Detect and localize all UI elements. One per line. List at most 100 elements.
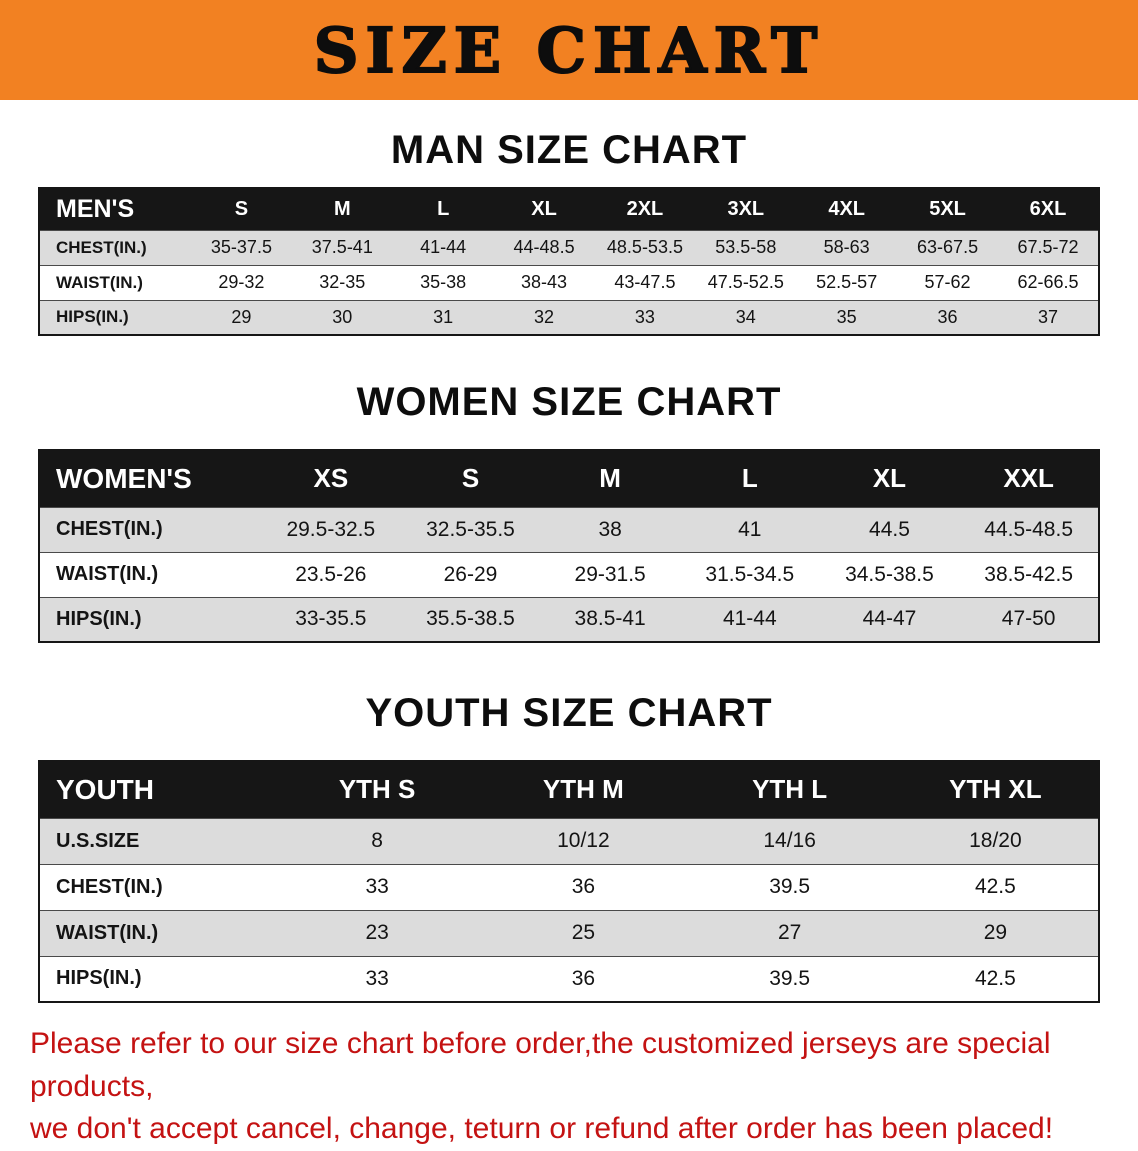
table-row: WAIST(IN.) 29-32 32-35 35-38 38-43 43-47.5 47.…: [39, 264, 1099, 300]
table-cell: 43-47.5: [594, 264, 696, 300]
table-cell: 8: [274, 817, 481, 864]
youth-size-chart-heading: YOUTH SIZE CHART: [365, 691, 773, 735]
table-cell: 36: [897, 299, 998, 335]
table-cell: 31: [392, 299, 494, 335]
table-row: HIPS(IN.) 33-35.5 35.5-38.5 38.5-41 41-44 44-…: [39, 596, 1099, 642]
table-title-cell: MEN'S: [39, 188, 191, 230]
row-label: WAIST(IN.): [39, 909, 274, 956]
table-cell: 23.5-26: [261, 551, 401, 597]
size-column-header: 4XL: [796, 188, 898, 230]
table-cell: 33: [274, 955, 481, 1002]
size-column-header: 6XL: [998, 188, 1099, 230]
table-cell: 52.5-57: [796, 264, 898, 300]
table-cell: 41-44: [679, 596, 820, 642]
row-label: WAIST(IN.): [39, 264, 191, 300]
table-cell: 47.5-52.5: [695, 264, 797, 300]
youth-size-chart-section: YOUTH SIZE CHART YOUTH YTH S YTH M YTH L YTH…: [0, 691, 1138, 1003]
table-header-row: YOUTH YTH S YTH M YTH L YTH XL: [39, 761, 1099, 818]
table-cell: 62-66.5: [998, 264, 1099, 300]
size-column-header: M: [540, 450, 680, 507]
table-cell: 42.5: [892, 863, 1099, 910]
table-row: U.S.SIZE 8 10/12 14/16 18/20: [39, 817, 1099, 864]
table-cell: 39.5: [686, 955, 893, 1002]
table-cell: 35-38: [392, 264, 494, 300]
table-cell: 44.5-48.5: [959, 506, 1099, 552]
table-row: CHEST(IN.) 29.5-32.5 32.5-35.5 38 41 44.5 44.5…: [39, 506, 1099, 552]
row-label: HIPS(IN.): [39, 596, 261, 642]
table-cell: 47-50: [959, 596, 1099, 642]
men-size-chart-section: MAN SIZE CHART MEN'S S M L XL 2XL 3XL 4XL 5XL 6XL…: [0, 128, 1138, 336]
table-title-cell: YOUTH: [39, 761, 274, 818]
size-column-header: YTH M: [480, 761, 687, 818]
table-header-row: MEN'S S M L XL 2XL 3XL 4XL 5XL 6XL: [39, 188, 1099, 230]
table-cell: 36: [480, 863, 687, 910]
table-cell: 32-35: [291, 264, 393, 300]
size-column-header: L: [679, 450, 820, 507]
table-cell: 35.5-38.5: [400, 596, 541, 642]
men-size-table-container: MEN'S S M L XL 2XL 3XL 4XL 5XL 6XL CHEST(IN.) 35-37…: [0, 187, 1138, 336]
size-column-header: XL: [493, 188, 595, 230]
table-cell: 26-29: [400, 551, 541, 597]
table-row: HIPS(IN.) 29 30 31 32 33 34 35 36 37: [39, 299, 1099, 335]
table-row: WAIST(IN.) 23.5-26 26-29 29-31.5 31.5-34.5 34…: [39, 551, 1099, 597]
table-cell: 44.5: [819, 506, 960, 552]
table-cell: 32.5-35.5: [400, 506, 541, 552]
table-cell: 57-62: [897, 264, 998, 300]
table-row: CHEST(IN.) 33 36 39.5 42.5: [39, 863, 1099, 910]
table-cell: 33-35.5: [261, 596, 401, 642]
table-cell: 41: [679, 506, 820, 552]
table-cell: 18/20: [892, 817, 1099, 864]
table-cell: 63-67.5: [897, 229, 998, 265]
table-cell: 58-63: [796, 229, 898, 265]
table-cell: 25: [480, 909, 687, 956]
row-label: CHEST(IN.): [39, 506, 261, 552]
table-row: CHEST(IN.) 35-37.5 37.5-41 41-44 44-48.5 48.5…: [39, 229, 1099, 265]
table-cell: 14/16: [686, 817, 893, 864]
table-row: WAIST(IN.) 23 25 27 29: [39, 909, 1099, 956]
table-cell: 44-47: [819, 596, 960, 642]
size-column-header: XXL: [959, 450, 1099, 507]
table-cell: 38.5-42.5: [959, 551, 1099, 597]
size-column-header: M: [291, 188, 393, 230]
table-cell: 29-32: [191, 264, 292, 300]
row-label: HIPS(IN.): [39, 955, 274, 1002]
size-column-header: S: [191, 188, 292, 230]
table-cell: 34: [695, 299, 797, 335]
table-cell: 36: [480, 955, 687, 1002]
table-cell: 38-43: [493, 264, 595, 300]
size-column-header: 5XL: [897, 188, 998, 230]
size-column-header: YTH XL: [892, 761, 1099, 818]
table-cell: 10/12: [480, 817, 687, 864]
table-cell: 34.5-38.5: [819, 551, 960, 597]
men-size-table: MEN'S S M L XL 2XL 3XL 4XL 5XL 6XL CHEST(IN.) 35-37…: [38, 187, 1100, 336]
row-label: U.S.SIZE: [39, 817, 274, 864]
size-column-header: S: [400, 450, 541, 507]
size-column-header: YTH L: [686, 761, 893, 818]
row-label: HIPS(IN.): [39, 299, 191, 335]
table-cell: 41-44: [392, 229, 494, 265]
table-cell: 48.5-53.5: [594, 229, 696, 265]
table-cell: 29-31.5: [540, 551, 680, 597]
footnote-line2: we don't accept cancel, change, teturn o…: [30, 1112, 1054, 1146]
table-cell: 39.5: [686, 863, 893, 910]
women-size-table: WOMEN'S XS S M L XL XXL CHEST(IN.) 29.5-32.5 32.5…: [38, 449, 1100, 643]
size-column-header: XL: [819, 450, 960, 507]
table-cell: 35-37.5: [191, 229, 292, 265]
men-size-chart-heading: MAN SIZE CHART: [390, 128, 748, 172]
size-chart-title: SIZE CHART: [313, 13, 825, 88]
table-cell: 32: [493, 299, 595, 335]
table-cell: 35: [796, 299, 898, 335]
footnote-line1: Please refer to our size chart before or…: [30, 1027, 1051, 1103]
size-column-header: 2XL: [594, 188, 696, 230]
table-cell: 29: [892, 909, 1099, 956]
women-size-table-container: WOMEN'S XS S M L XL XXL CHEST(IN.) 29.5-32.5 32.5…: [0, 449, 1138, 643]
table-cell: 33: [274, 863, 481, 910]
size-column-header: L: [392, 188, 494, 230]
youth-size-table: YOUTH YTH S YTH M YTH L YTH XL U.S.SIZE 8 10/12…: [38, 760, 1100, 1003]
table-cell: 31.5-34.5: [679, 551, 820, 597]
row-label: WAIST(IN.): [39, 551, 261, 597]
size-column-header: 3XL: [695, 188, 797, 230]
table-cell: 29.5-32.5: [261, 506, 401, 552]
table-cell: 33: [594, 299, 696, 335]
women-size-chart-section: WOMEN SIZE CHART WOMEN'S XS S M L XL XXL CHEST(…: [0, 380, 1138, 643]
